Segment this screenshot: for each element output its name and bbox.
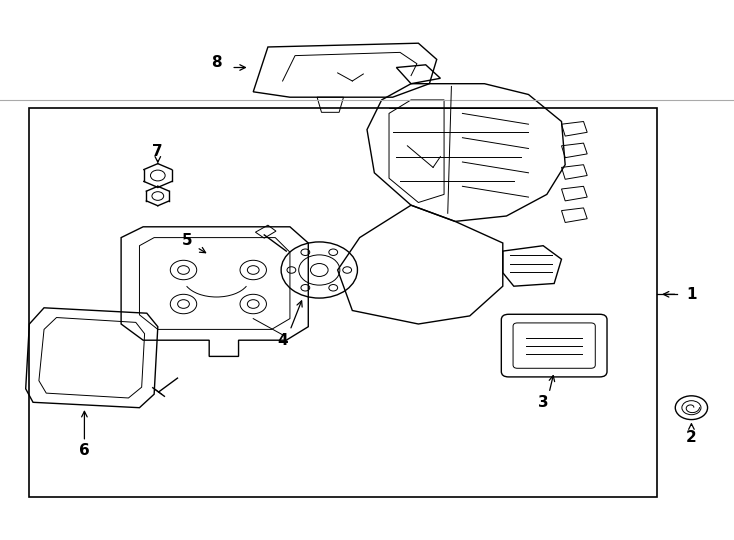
Text: 3: 3 [538, 395, 548, 410]
Text: 1: 1 [686, 287, 697, 302]
Text: 8: 8 [211, 55, 222, 70]
Text: 2: 2 [686, 430, 697, 445]
Text: 7: 7 [153, 144, 163, 159]
Bar [29, 108, 657, 497]
Text: 4: 4 [277, 333, 288, 348]
Text: 6: 6 [79, 443, 90, 458]
Text: 5: 5 [182, 233, 192, 248]
